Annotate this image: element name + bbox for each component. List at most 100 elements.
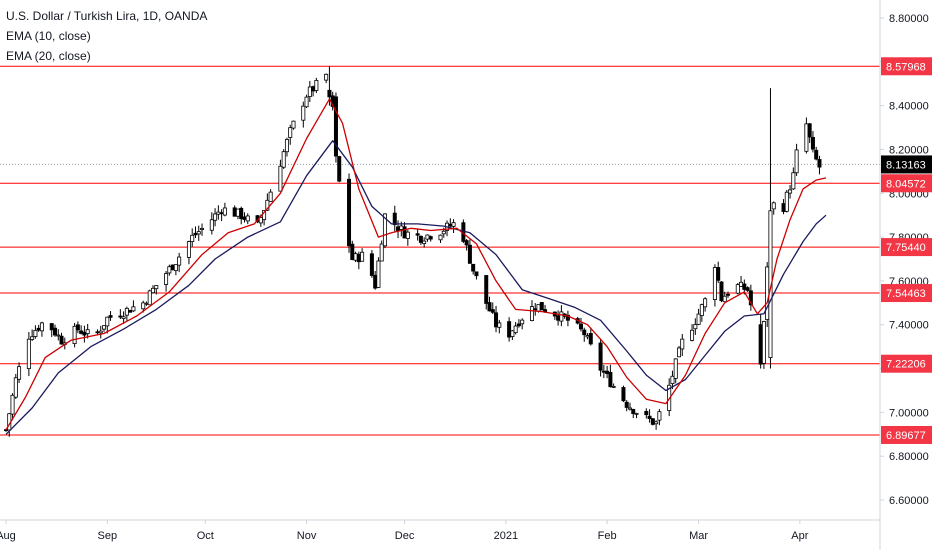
ema-fast-legend[interactable]: EMA (10, close) xyxy=(6,29,91,43)
candle-body xyxy=(242,216,247,220)
candle-body xyxy=(311,86,316,92)
candle-body xyxy=(601,370,606,373)
ema-slow-legend[interactable]: EMA (20, close) xyxy=(6,49,91,63)
candle-body xyxy=(448,223,453,227)
candle-body xyxy=(703,298,708,308)
price-tick-label: 7.00000 xyxy=(889,407,929,419)
candle-body xyxy=(735,284,740,294)
candle-body xyxy=(422,240,427,244)
candle-body xyxy=(739,281,744,287)
candle-body xyxy=(438,234,443,241)
candle-body xyxy=(353,253,358,261)
candle-body xyxy=(30,336,35,340)
candle-body xyxy=(693,324,698,330)
price-tick-label: 8.80000 xyxy=(889,13,929,25)
candle-body xyxy=(627,407,632,410)
candle-body xyxy=(405,231,410,239)
candle-body xyxy=(95,331,100,334)
candle-body xyxy=(102,325,107,330)
level-label: 8.57968 xyxy=(886,61,926,73)
price-tick-label: 6.80000 xyxy=(889,451,929,463)
candle-body xyxy=(350,243,355,260)
candle-body xyxy=(467,244,472,264)
candle-body xyxy=(258,217,263,224)
candle-body xyxy=(75,324,80,331)
candle-body xyxy=(494,312,499,328)
candle-body xyxy=(307,86,312,98)
candle-body xyxy=(314,80,319,91)
time-tick-label: Feb xyxy=(598,530,617,542)
candle-body xyxy=(288,127,293,138)
symbol-title[interactable]: U.S. Dollar / Turkish Lira, 1D, OANDA xyxy=(6,9,208,23)
candle-body xyxy=(196,231,201,235)
level-label: 7.22206 xyxy=(886,359,926,371)
candle-body xyxy=(634,412,639,415)
candle-body xyxy=(464,240,469,246)
candle-body xyxy=(722,295,727,303)
candle-body xyxy=(265,199,270,211)
candle-body xyxy=(239,207,244,220)
candle-body xyxy=(382,213,387,247)
candle-body xyxy=(337,156,342,182)
candle-body xyxy=(657,411,662,421)
candle-body xyxy=(392,212,397,226)
candle-body xyxy=(59,335,64,345)
candle-body xyxy=(490,309,495,313)
candle-body xyxy=(79,330,84,334)
price-tick-label: 8.20000 xyxy=(889,144,929,156)
candle-body xyxy=(578,323,583,330)
candle-body xyxy=(507,321,512,338)
candle-body xyxy=(56,334,61,337)
candle-body xyxy=(245,215,250,222)
chart-legend: U.S. Dollar / Turkish Lira, 1D, OANDA EM… xyxy=(6,6,207,66)
candle-body xyxy=(39,322,44,332)
time-tick-label: Mar xyxy=(689,530,708,542)
candle-body xyxy=(356,253,361,263)
time-axis[interactable]: Aug Sep Oct Nov Dec 2021 Feb Mar Apr xyxy=(0,519,880,542)
candle-body xyxy=(624,401,629,408)
candle-body xyxy=(690,329,695,341)
candle-body xyxy=(268,191,273,202)
level-label: 7.54463 xyxy=(886,288,926,300)
candle-body xyxy=(360,251,365,262)
candle-body xyxy=(765,266,770,320)
candle-body xyxy=(810,137,815,150)
candle-body xyxy=(611,386,616,388)
candle-body xyxy=(98,330,103,334)
candle-body xyxy=(768,210,773,358)
candle-body xyxy=(814,149,819,160)
candle-body xyxy=(164,273,169,285)
candle-body xyxy=(608,371,613,388)
candle-body xyxy=(781,203,786,213)
candle-body xyxy=(605,370,610,375)
candle-body xyxy=(670,375,675,385)
level-label: 6.89677 xyxy=(886,430,926,442)
level-label-box xyxy=(881,238,932,257)
candle-body xyxy=(216,211,221,215)
candle-body xyxy=(281,151,286,168)
time-tick-label: Nov xyxy=(297,530,317,542)
candle-body xyxy=(219,212,224,215)
candle-body xyxy=(650,418,655,425)
candle-body xyxy=(154,285,159,290)
candle-body xyxy=(118,315,123,318)
candle-body xyxy=(235,208,240,217)
candle-body xyxy=(565,314,570,321)
candle-body xyxy=(621,387,626,402)
ema-lines xyxy=(5,98,827,435)
time-tick-label: Sep xyxy=(97,530,117,542)
candle-body xyxy=(418,235,423,243)
time-tick-label: Oct xyxy=(197,530,214,542)
candle-body xyxy=(369,253,374,276)
candle-body xyxy=(213,213,218,221)
level-label: 8.04572 xyxy=(886,178,926,190)
candle-body xyxy=(200,227,205,230)
level-label-box xyxy=(881,284,932,303)
candle-body xyxy=(771,202,776,210)
candle-body xyxy=(167,266,172,274)
candle-body xyxy=(17,366,22,380)
candle-body xyxy=(177,256,182,266)
candle-body xyxy=(536,304,541,312)
candle-body xyxy=(147,290,152,306)
